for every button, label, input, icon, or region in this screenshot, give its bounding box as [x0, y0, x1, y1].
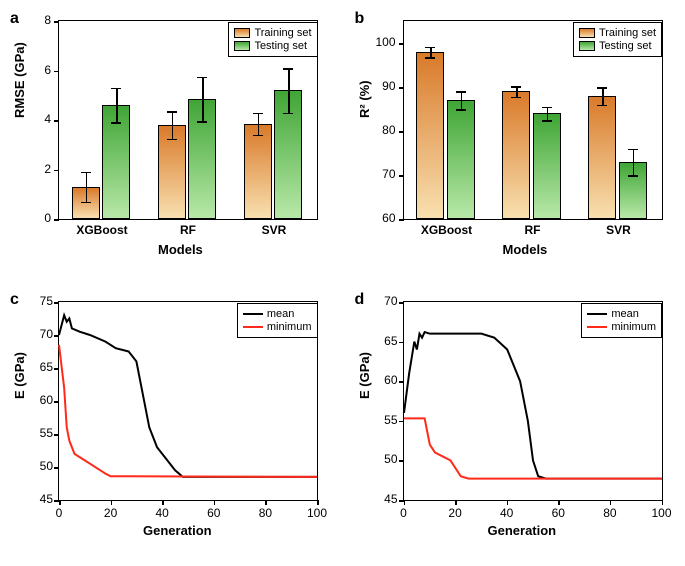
ytick-label: 45: [370, 492, 398, 506]
bar: [447, 100, 475, 219]
legend-label-mean: mean: [267, 308, 295, 320]
legend-label-test: Testing set: [599, 40, 652, 52]
legend-row-mean: mean: [243, 308, 312, 320]
series-line: [59, 345, 317, 477]
panel-c-ylabel: E (GPa): [12, 352, 27, 399]
panel-b-legend: Training set Testing set: [573, 22, 662, 57]
bar: [502, 91, 530, 219]
xtick-label: 100: [303, 506, 331, 520]
ytick-label: 8: [21, 13, 51, 27]
panel-d-label: d: [355, 291, 365, 309]
xtick-label: SVR: [244, 223, 304, 237]
xtick-label: 80: [251, 506, 279, 520]
ytick-label: 60: [370, 373, 398, 387]
xtick-label: RF: [158, 223, 218, 237]
panel-b-ylabel: R² (%): [357, 80, 372, 118]
panel-a-legend: Training set Testing set: [228, 22, 317, 57]
panel-d-legend: mean minimum: [581, 303, 662, 338]
bar: [533, 113, 561, 219]
ytick-label: 0: [21, 211, 51, 225]
ytick-label: 55: [25, 426, 53, 440]
legend-swatch-test: [234, 41, 250, 51]
xtick-label: SVR: [589, 223, 649, 237]
xtick-label: 40: [148, 506, 176, 520]
xtick-label: XGBoost: [72, 223, 132, 237]
xtick-label: 20: [441, 506, 469, 520]
xtick-label: 0: [390, 506, 418, 520]
xtick-label: 0: [45, 506, 73, 520]
legend-row-min: minimum: [243, 321, 312, 333]
figure-grid: a 02468XGBoostRFSVR RMSE (GPa) Models Tr…: [8, 8, 677, 558]
legend-label-min: minimum: [267, 321, 312, 333]
panel-a-label: a: [10, 10, 19, 28]
ytick-label: 80: [366, 123, 396, 137]
legend-row-train: Training set: [234, 27, 311, 39]
panel-c-label: c: [10, 291, 19, 309]
ytick-label: 75: [25, 294, 53, 308]
ytick-label: 50: [370, 452, 398, 466]
xtick-label: 60: [544, 506, 572, 520]
ytick-label: 70: [370, 294, 398, 308]
ytick-label: 60: [25, 393, 53, 407]
legend-label-min: minimum: [611, 321, 656, 333]
legend-line-mean: [243, 313, 263, 315]
bar: [244, 124, 272, 219]
legend-label-train: Training set: [254, 27, 311, 39]
series-line: [59, 315, 317, 477]
ytick-label: 65: [370, 334, 398, 348]
legend-label-mean: mean: [611, 308, 639, 320]
ytick-label: 55: [370, 413, 398, 427]
legend-swatch-train: [579, 28, 595, 38]
xtick-label: 80: [596, 506, 624, 520]
ytick-label: 70: [25, 327, 53, 341]
legend-row-mean: mean: [587, 308, 656, 320]
series-line: [404, 418, 662, 478]
legend-label-train: Training set: [599, 27, 656, 39]
panel-c-xlabel: Generation: [143, 523, 212, 538]
panel-b-xlabel: Models: [503, 242, 548, 257]
panel-d-xlabel: Generation: [488, 523, 557, 538]
legend-line-min: [587, 326, 607, 328]
legend-row-test: Testing set: [579, 40, 656, 52]
ytick-label: 100: [366, 35, 396, 49]
legend-row-test: Testing set: [234, 40, 311, 52]
xtick-label: 40: [493, 506, 521, 520]
panel-a: a 02468XGBoostRFSVR RMSE (GPa) Models Tr…: [8, 8, 333, 277]
legend-line-min: [243, 326, 263, 328]
panel-b: b 60708090100XGBoostRFSVR R² (%) Models …: [353, 8, 678, 277]
panel-c: c 45 50 55 60 65 70 75 0 20 40 60 80 100 E (GPa) Gen…: [8, 289, 333, 558]
ytick-label: 65: [25, 360, 53, 374]
xtick-label: 100: [648, 506, 676, 520]
ytick-label: 50: [25, 459, 53, 473]
ytick-label: 2: [21, 162, 51, 176]
legend-swatch-train: [234, 28, 250, 38]
xtick-label: XGBoost: [417, 223, 477, 237]
bar: [416, 52, 444, 219]
ytick-label: 60: [366, 211, 396, 225]
legend-row-min: minimum: [587, 321, 656, 333]
xtick-label: 20: [97, 506, 125, 520]
panel-d-ylabel: E (GPa): [357, 352, 372, 399]
xtick-label: 60: [200, 506, 228, 520]
legend-label-test: Testing set: [254, 40, 307, 52]
ytick-label: 45: [25, 492, 53, 506]
bar: [588, 96, 616, 219]
legend-line-mean: [587, 313, 607, 315]
panel-b-label: b: [355, 10, 365, 28]
panel-c-legend: mean minimum: [237, 303, 318, 338]
legend-swatch-test: [579, 41, 595, 51]
panel-a-xlabel: Models: [158, 242, 203, 257]
panel-a-ylabel: RMSE (GPa): [12, 42, 27, 118]
xtick-label: RF: [503, 223, 563, 237]
panel-d: d 45 50 55 60 65 70 0 20 40 60 80 100 E (GPa) Gener…: [353, 289, 678, 558]
ytick-label: 70: [366, 167, 396, 181]
legend-row-train: Training set: [579, 27, 656, 39]
